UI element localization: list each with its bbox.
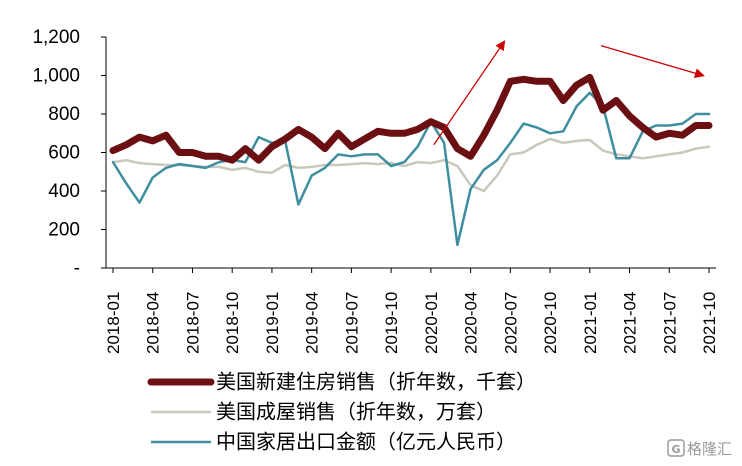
y-tick-label: 800 [48, 104, 80, 125]
x-tick-label: 2020-10 [541, 292, 560, 354]
x-tick-label: 2019-01 [263, 292, 282, 354]
legend-item-existing-home-sales: 美国成屋销售（折年数，万套） [151, 400, 496, 424]
x-tick-label: 2018-10 [223, 292, 242, 354]
legend-item-china-furniture-exports: 中国家居出口金额（亿元人民币） [151, 430, 516, 454]
x-axis: 2018-01 2018-04 2018-07 2018-10 2019-01 2019-… [104, 267, 719, 354]
x-tick-label: 2021-07 [660, 292, 679, 354]
y-tick-label: 1,200 [32, 27, 80, 48]
x-tick-label: 2019-10 [382, 292, 401, 354]
gelonghui-logo-icon: G [667, 439, 685, 457]
annotation-layer [433, 40, 705, 146]
x-tick-label: 2018-01 [104, 292, 123, 354]
series-layer [109, 73, 713, 247]
x-tick-label: 2021-10 [700, 292, 719, 354]
series-line-new-home-sales [109, 73, 713, 164]
x-tick-label: 2018-07 [183, 292, 202, 354]
legend-item-new-home-sales: 美国新建住房销售（折年数，千套） [147, 370, 536, 394]
legend-label-existing-home-sales: 美国成屋销售（折年数，万套） [216, 400, 496, 424]
x-tick-label: 2021-01 [581, 292, 600, 354]
x-tick-label: 2019-07 [342, 292, 361, 354]
series-line-china-furniture-exports [111, 91, 711, 247]
svg-text:G: G [671, 443, 680, 456]
trend-arrow-up [433, 40, 506, 146]
watermark-text: 格隆汇 [687, 440, 732, 458]
x-tick-label: 2020-04 [462, 292, 481, 354]
x-tick-label: 2018-04 [144, 292, 163, 354]
y-axis: 1,200 1,000 800 600 400 200 - [32, 27, 107, 279]
legend-label-new-home-sales: 美国新建住房销售（折年数，千套） [216, 370, 536, 394]
y-tick-label: - [74, 258, 80, 279]
watermark: G 格隆汇 [667, 439, 732, 458]
y-tick-label: 200 [48, 220, 80, 241]
series-line-existing-home-sales [111, 137, 711, 193]
x-tick-label: 2019-04 [303, 292, 322, 354]
x-tick-label: 2020-01 [422, 292, 441, 354]
x-tick-label: 2020-07 [501, 292, 520, 354]
trend-arrow-down [600, 45, 705, 79]
y-tick-label: 400 [48, 181, 80, 202]
legend-label-china-furniture-exports: 中国家居出口金额（亿元人民币） [216, 430, 516, 454]
legend: 美国新建住房销售（折年数，千套） 美国成屋销售（折年数，万套） 中国家居出口金额… [147, 370, 536, 454]
y-tick-label: 1,000 [32, 66, 80, 87]
y-tick-label: 600 [48, 143, 80, 164]
x-tick-label: 2021-04 [621, 292, 640, 354]
